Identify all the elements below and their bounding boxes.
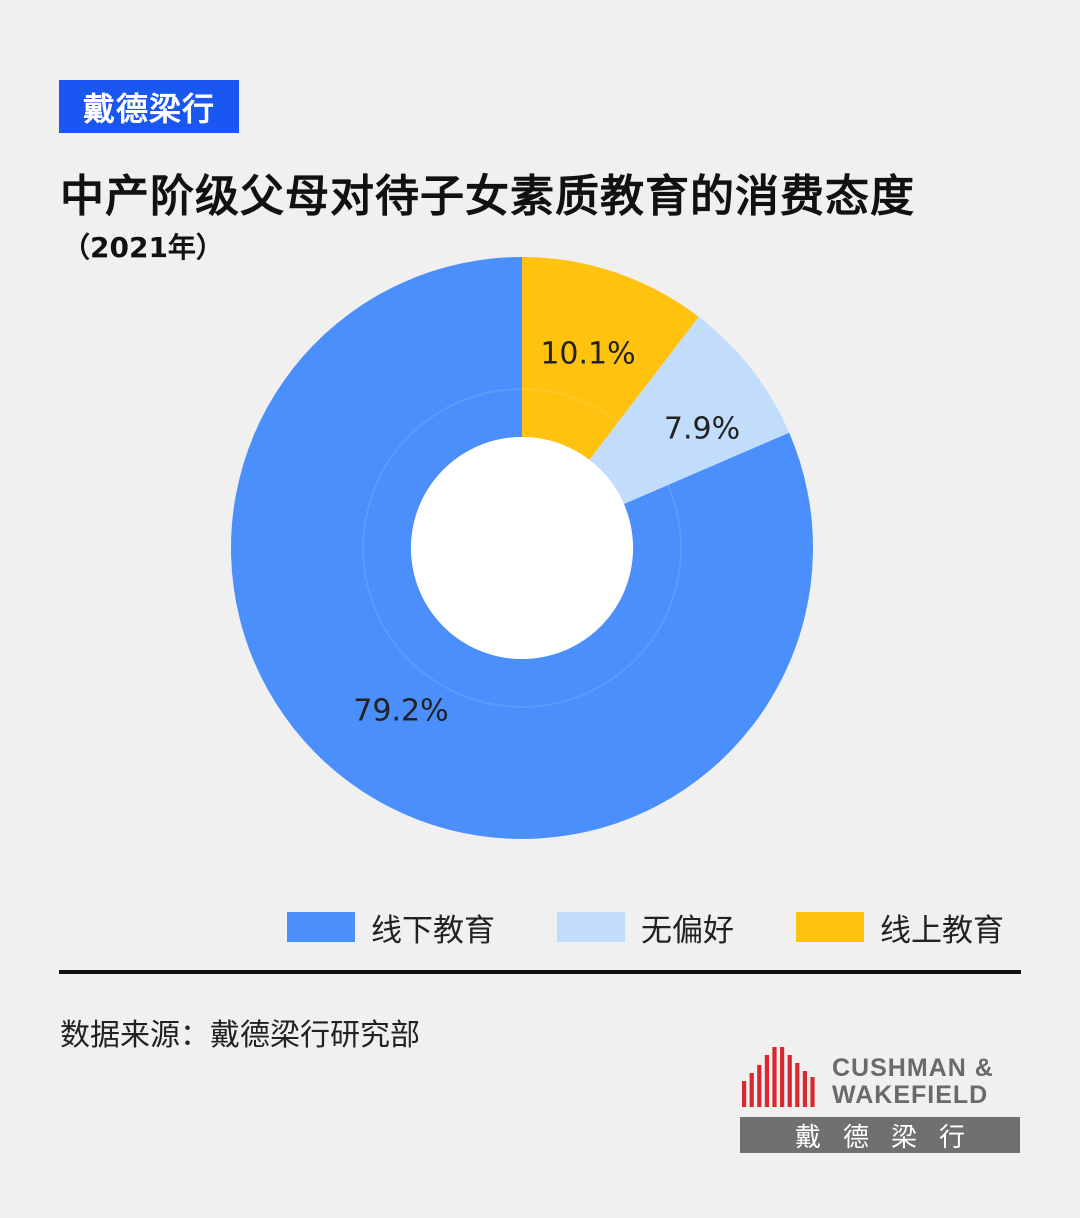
legend-item-no-preference: 无偏好 (557, 905, 734, 949)
slice-no-preference (589, 316, 790, 505)
legend-item-offline: 线下教育 (287, 905, 495, 949)
logo-bar (749, 1073, 754, 1107)
chart-title: 中产阶级父母对待子女素质教育的消费态度 (60, 171, 915, 222)
logo-line-1: CUSHMAN & (832, 1054, 994, 1082)
logo-bar (757, 1065, 762, 1107)
legend-swatch-online (796, 912, 864, 942)
legend-swatch-offline (287, 912, 355, 942)
logo-bar (802, 1071, 807, 1107)
logo-wordmark: CUSHMAN & WAKEFIELD (832, 1055, 994, 1109)
legend-label-no-preference: 无偏好 (641, 912, 734, 949)
donut-chart: 10.1% 7.9% 79.2% (230, 257, 813, 839)
logo-bar (742, 1081, 747, 1107)
chart-legend: 线下教育 无偏好 线上教育 (0, 905, 1080, 949)
logo-bar (764, 1055, 769, 1107)
legend-label-online: 线上教育 (880, 912, 1004, 949)
legend-label-offline: 线下教育 (371, 912, 495, 949)
logo-bar (810, 1077, 815, 1107)
donut-hole (411, 437, 633, 659)
data-label-no-preference: 7.9% (664, 412, 740, 447)
legend-item-online: 线上教育 (796, 905, 1004, 949)
data-label-online: 10.1% (540, 337, 635, 372)
logo-bar (772, 1047, 777, 1107)
cushman-wakefield-logo: CUSHMAN & WAKEFIELD 戴德梁行 (740, 1045, 1020, 1153)
logo-bar (795, 1063, 800, 1107)
slice-offline (230, 257, 813, 839)
inner-ring-decoration (362, 388, 682, 708)
data-source: 数据来源：戴德梁行研究部 (60, 1018, 420, 1053)
chart-subtitle: （2021年） (62, 231, 224, 264)
logo-line-2: WAKEFIELD (832, 1081, 989, 1109)
logo-bar (787, 1055, 792, 1107)
divider (59, 970, 1021, 974)
building-logo-icon (742, 1047, 815, 1107)
legend-swatch-no-preference (557, 912, 625, 942)
slice-online (522, 257, 699, 460)
data-label-offline: 79.2% (353, 694, 448, 729)
logo-bar (780, 1047, 785, 1107)
brand-tag: 戴德梁行 (59, 80, 239, 133)
logo-band: 戴德梁行 (740, 1117, 1020, 1153)
